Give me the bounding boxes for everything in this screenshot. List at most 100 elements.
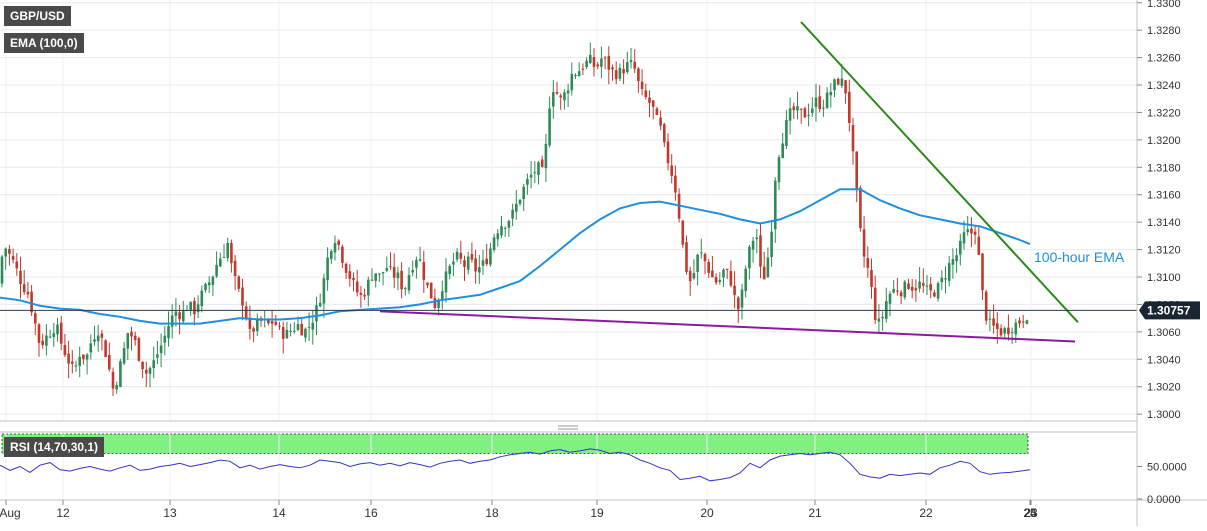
symbol-badge[interactable]: GBP/USD <box>4 6 71 26</box>
candle-up <box>766 257 770 277</box>
candle-down <box>26 291 30 295</box>
candle-up <box>285 329 289 339</box>
candle-down <box>873 287 877 320</box>
candle-up <box>4 248 7 257</box>
x-tick-label: 22 <box>919 506 933 520</box>
y-tick-label: 1.3040 <box>1147 354 1181 366</box>
candle-down <box>896 290 899 292</box>
candle-down <box>914 288 918 291</box>
y-tick-label: 1.3220 <box>1147 107 1181 119</box>
candle-up <box>163 335 167 343</box>
y-tick-label: 1.3100 <box>1147 272 1181 284</box>
candle-up <box>222 256 226 258</box>
candle-up <box>748 246 751 269</box>
candle-up <box>918 281 921 289</box>
candle-up <box>307 326 311 328</box>
candle-down <box>999 328 1003 336</box>
candle-down <box>581 68 585 70</box>
candle-up <box>589 54 592 64</box>
candle-up <box>696 254 699 273</box>
candle-up <box>156 354 159 358</box>
candle-down <box>803 108 807 118</box>
candle-down <box>426 282 429 286</box>
candle-up <box>777 157 781 183</box>
candle-up <box>167 326 170 339</box>
pane-splitter[interactable] <box>558 425 578 430</box>
candle-down <box>848 91 851 123</box>
candle-down <box>274 321 278 325</box>
x-tick-label: 13 <box>163 506 177 520</box>
candle-up <box>566 90 570 94</box>
candle-down <box>104 340 107 357</box>
y-tick-label: 1.3200 <box>1147 135 1181 147</box>
candle-up <box>182 311 185 322</box>
candle-down <box>992 318 995 326</box>
rsi-tick-label: 50.0000 <box>1147 462 1187 474</box>
candle-up <box>452 261 455 265</box>
rsi-badge[interactable]: RSI (14,70,30,1) <box>4 437 105 457</box>
candle-up <box>533 172 537 174</box>
candle-up <box>718 280 722 282</box>
candle-down <box>252 328 255 332</box>
x-tick-label: 19 <box>590 506 604 520</box>
candle-down <box>555 91 559 94</box>
candle-down <box>714 277 718 283</box>
indicator-badge[interactable]: EMA (100,0) <box>4 33 84 53</box>
candle-down <box>659 117 662 126</box>
y-tick-label: 1.3120 <box>1147 245 1181 257</box>
rsi-line <box>0 448 1031 482</box>
candle-down <box>248 317 252 329</box>
candle-down <box>614 70 618 80</box>
candle-down <box>633 61 636 69</box>
candle-up <box>448 266 451 275</box>
candle-down <box>607 55 611 70</box>
candle-down <box>685 242 688 273</box>
candle-down <box>8 249 11 254</box>
candle-up <box>947 263 951 281</box>
last-price-tag: 1.30757 <box>1139 301 1200 320</box>
candle-down <box>485 258 488 265</box>
candle-down <box>922 283 925 286</box>
candle-down <box>663 124 666 143</box>
candle-up <box>563 92 566 101</box>
candle-up <box>822 107 825 109</box>
candle-down <box>270 321 274 324</box>
candle-up <box>881 316 884 319</box>
candle-up <box>0 256 4 284</box>
candle-up <box>522 186 525 200</box>
y-tick-label: 1.3300 <box>1147 0 1181 10</box>
candle-up <box>489 248 492 265</box>
candle-down <box>859 187 862 229</box>
candle-down <box>178 312 181 320</box>
candle-down <box>559 95 562 98</box>
candle-up <box>215 264 218 277</box>
candle-down <box>348 271 352 279</box>
candle-up <box>722 269 725 278</box>
candle-up <box>437 299 440 309</box>
rsi-tick-label: 0.0000 <box>1147 494 1181 506</box>
candle-down <box>737 297 740 310</box>
candle-down <box>637 68 640 82</box>
rsi-axis: 50.0000 0.0000 <box>1137 462 1187 506</box>
candle-up <box>544 143 548 169</box>
candle-up <box>692 273 696 279</box>
candle-up <box>755 237 759 240</box>
candle-down <box>22 284 26 293</box>
candle-down <box>233 260 237 277</box>
candle-down <box>111 371 115 389</box>
candle-up <box>518 199 522 204</box>
candle-up <box>466 256 470 270</box>
candle-down <box>611 67 614 70</box>
candle-down <box>433 297 437 308</box>
candle-down <box>459 252 463 259</box>
candle-up <box>515 203 518 212</box>
resistance-trendline <box>800 21 1079 323</box>
x-tick-label: 24 <box>1023 506 1037 520</box>
y-tick-label: 1.3160 <box>1147 190 1181 202</box>
candle-down <box>640 81 644 90</box>
candle-up <box>959 240 962 255</box>
candle-up <box>378 273 381 275</box>
candle-up <box>785 120 788 146</box>
candle-up <box>196 304 200 313</box>
